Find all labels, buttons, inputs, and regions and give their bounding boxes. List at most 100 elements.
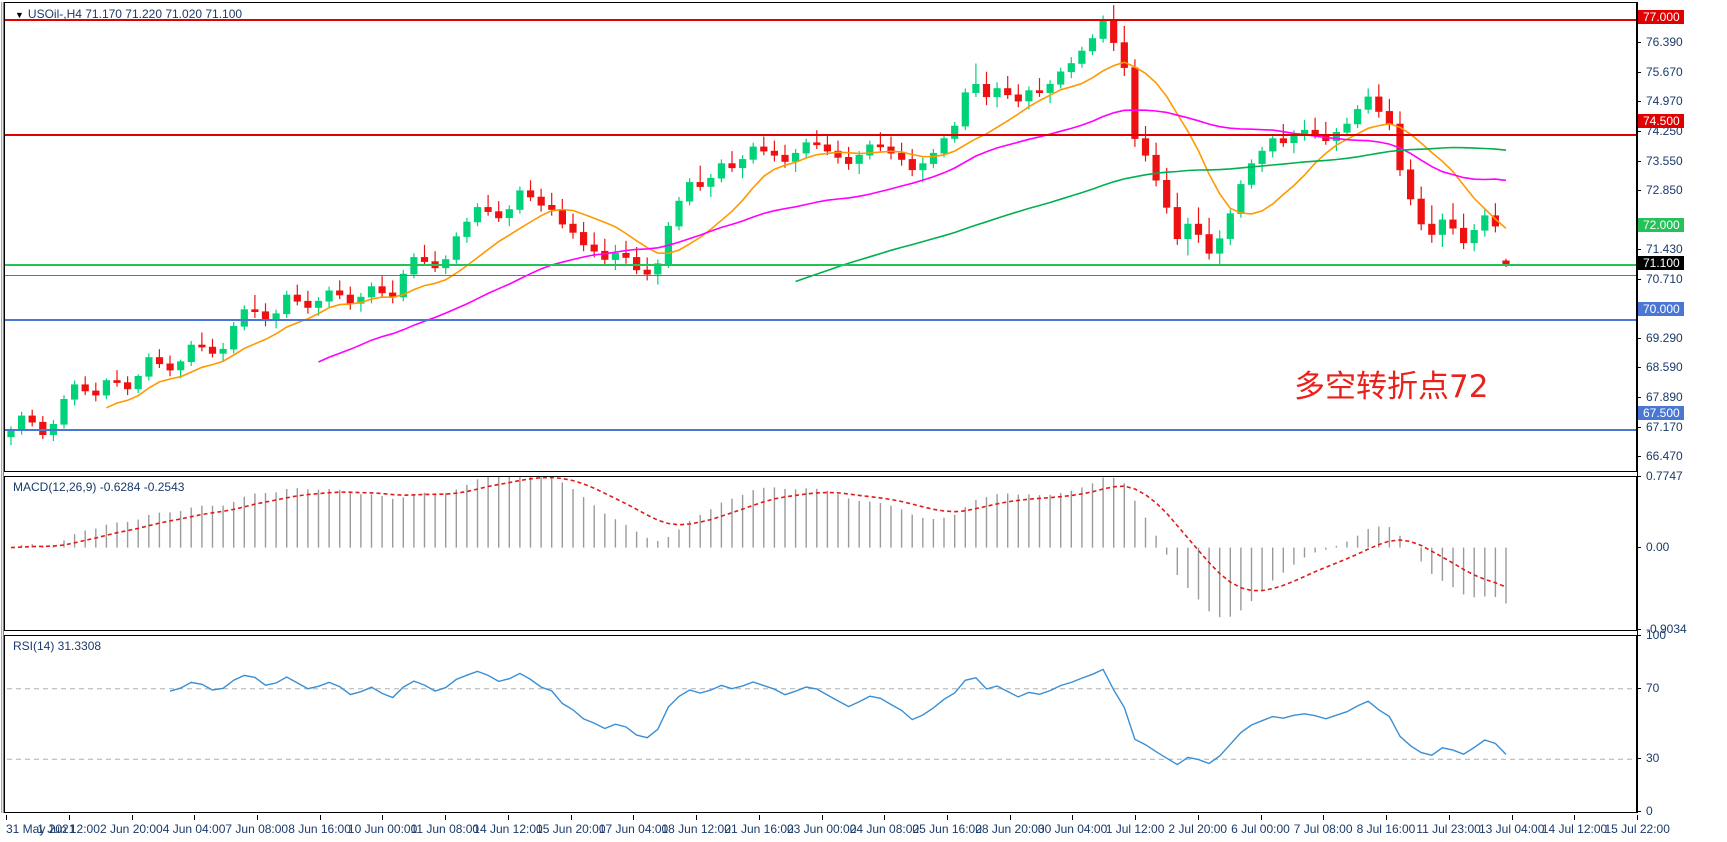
- chart-annotation-text: 多空转折点72: [1294, 369, 1489, 405]
- price-level-badge-67500[interactable]: 67.500: [1638, 405, 1684, 420]
- level-line-74500: [5, 134, 1636, 136]
- price-tick-label: 75.670: [1646, 65, 1683, 80]
- time-tick-label: 24 Jun 08:00: [849, 822, 920, 836]
- time-tick-mark: [68, 815, 70, 820]
- tick-dash: [1637, 546, 1641, 548]
- time-tick-label: 11 Jun 08:00: [410, 822, 480, 836]
- macd-tick: -0.9034: [1637, 623, 1725, 636]
- tick-dash: [1637, 189, 1641, 191]
- price-tick: 67.170: [1637, 419, 1725, 434]
- price-tick-label: 73.550: [1646, 153, 1683, 168]
- rsi-tick-label: 100: [1646, 628, 1667, 642]
- price-tick-label: 68.590: [1646, 360, 1683, 375]
- price-plot-area[interactable]: [5, 3, 1636, 471]
- tick-dash: [1637, 338, 1641, 340]
- time-tick-mark: [319, 815, 321, 820]
- price-tick-label: 67.170: [1646, 419, 1683, 434]
- time-tick-label: 30 Jun 04:00: [1037, 822, 1108, 836]
- time-tick-label: 28 Jun 20:00: [975, 822, 1045, 836]
- macd-tick-label: -0.9034: [1646, 622, 1687, 636]
- time-tick-label: 1 Jun 12:00: [37, 822, 100, 836]
- time-tick-label: 10 Jun 00:00: [347, 822, 418, 836]
- tick-dash: [1637, 635, 1641, 636]
- price-tick: 67.890: [1637, 389, 1725, 404]
- time-tick-label: 1 Jul 12:00: [1105, 822, 1165, 836]
- rsi-series-svg: [7, 668, 1634, 766]
- price-tick: 68.590: [1637, 361, 1725, 374]
- price-level-badge-74500[interactable]: 74.500: [1638, 113, 1684, 128]
- price-level-badge-72000[interactable]: 72.000: [1638, 218, 1684, 233]
- level-line-72000: [5, 264, 1636, 266]
- tick-dash: [1637, 279, 1641, 280]
- rsi-indicator-label: RSI(14) 31.3308: [13, 639, 102, 653]
- rsi-tick: 0: [1637, 805, 1725, 818]
- time-tick-label: 21 Jun 16:00: [724, 822, 794, 836]
- tick-dash: [1637, 455, 1641, 457]
- time-tick-label: 8 Jun 16:00: [288, 822, 351, 836]
- price-tick: 73.550: [1637, 153, 1725, 168]
- macd-plot-area[interactable]: [5, 477, 1636, 630]
- price-tick-label: 69.290: [1646, 331, 1683, 346]
- tick-dash: [1637, 811, 1641, 812]
- tick-dash: [1637, 687, 1641, 689]
- level-line-77000: [5, 19, 1636, 21]
- tick-dash: [1637, 367, 1641, 369]
- macd-tick: 0.7747: [1637, 470, 1725, 483]
- rsi-tick-label: 30: [1646, 751, 1660, 766]
- price-tick-label: 70.710: [1646, 272, 1683, 286]
- price-tick-label: 76.390: [1646, 35, 1683, 49]
- macd-tick-label: 0.00: [1646, 539, 1670, 554]
- time-tick-mark: [758, 815, 760, 820]
- time-tick-mark: [131, 815, 133, 820]
- tick-dash: [1637, 248, 1641, 250]
- price-tick: 70.710: [1637, 273, 1725, 286]
- macd-series-svg: [10, 477, 1507, 618]
- macd-indicator-label: MACD(12,26,9) -0.6284 -0.2543: [13, 480, 185, 494]
- price-pane[interactable]: ▼ USOil-,H4 71.170 71.220 71.020 71.100 多…: [4, 2, 1637, 472]
- price-level-badge-71100[interactable]: 71.100: [1638, 255, 1684, 270]
- time-tick-label: 25 Jun 16:00: [912, 822, 982, 836]
- price-tick-label: 66.470: [1646, 448, 1683, 463]
- time-tick-mark: [382, 815, 384, 820]
- time-tick-label: 4 Jun 04:00: [162, 822, 226, 836]
- time-tick-mark: [1386, 815, 1388, 820]
- price-tick-label: 67.890: [1646, 389, 1683, 404]
- tick-dash: [1637, 629, 1641, 630]
- time-tick-label: 14 Jun 12:00: [473, 822, 543, 836]
- time-tick-label: 18 Jun 12:00: [661, 822, 731, 836]
- price-tick-label: 74.970: [1646, 94, 1683, 109]
- time-axis[interactable]: 31 May 2021 1 Jun 12:00 2 Jun 20:00 4 Jun 0…: [4, 815, 1727, 842]
- time-tick-mark: [1323, 815, 1325, 820]
- macd-pane[interactable]: MACD(12,26,9) -0.6284 -0.2543: [4, 476, 1637, 631]
- time-tick-mark: [1009, 815, 1011, 820]
- time-tick-label: 2 Jun 20:00: [100, 822, 163, 836]
- time-tick-mark: [6, 815, 7, 820]
- rsi-tick: 70: [1637, 681, 1725, 695]
- time-tick-label: 8 Jul 16:00: [1356, 822, 1416, 836]
- time-tick-label: 6 Jul 00:00: [1231, 822, 1290, 836]
- time-tick-mark: [696, 815, 697, 820]
- rsi-tick: 100: [1637, 629, 1725, 642]
- symbol-info-bar: ▼ USOil-,H4 71.170 71.220 71.020 71.100: [15, 7, 242, 21]
- tick-dash: [1637, 131, 1641, 133]
- tick-dash: [1637, 476, 1641, 477]
- time-tick-mark: [256, 815, 258, 820]
- time-tick-mark: [507, 815, 509, 820]
- time-tick-label: 7 Jul 08:00: [1293, 822, 1353, 836]
- price-tick: 76.390: [1637, 36, 1725, 49]
- time-tick-mark: [194, 815, 196, 820]
- time-tick-mark: [1197, 815, 1199, 820]
- time-tick-mark: [1574, 815, 1576, 820]
- rsi-plot-area[interactable]: [5, 636, 1636, 812]
- price-tick: 75.670: [1637, 66, 1725, 79]
- price-level-badge-70000[interactable]: 70.000: [1638, 301, 1684, 316]
- price-level-badge-77000[interactable]: 77.000: [1638, 9, 1684, 24]
- chart-caret-icon[interactable]: ▼: [15, 10, 24, 20]
- time-tick-mark: [1637, 815, 1638, 820]
- price-axis[interactable]: 76.390 75.670 74.970 74.250 73.550 72.850 71.4…: [1637, 2, 1727, 818]
- time-tick-mark: [1511, 815, 1513, 820]
- rsi-tick: 30: [1637, 752, 1725, 765]
- rsi-pane[interactable]: RSI(14) 31.3308: [4, 635, 1637, 813]
- time-tick-mark: [1072, 815, 1074, 820]
- level-line-67500: [5, 429, 1636, 431]
